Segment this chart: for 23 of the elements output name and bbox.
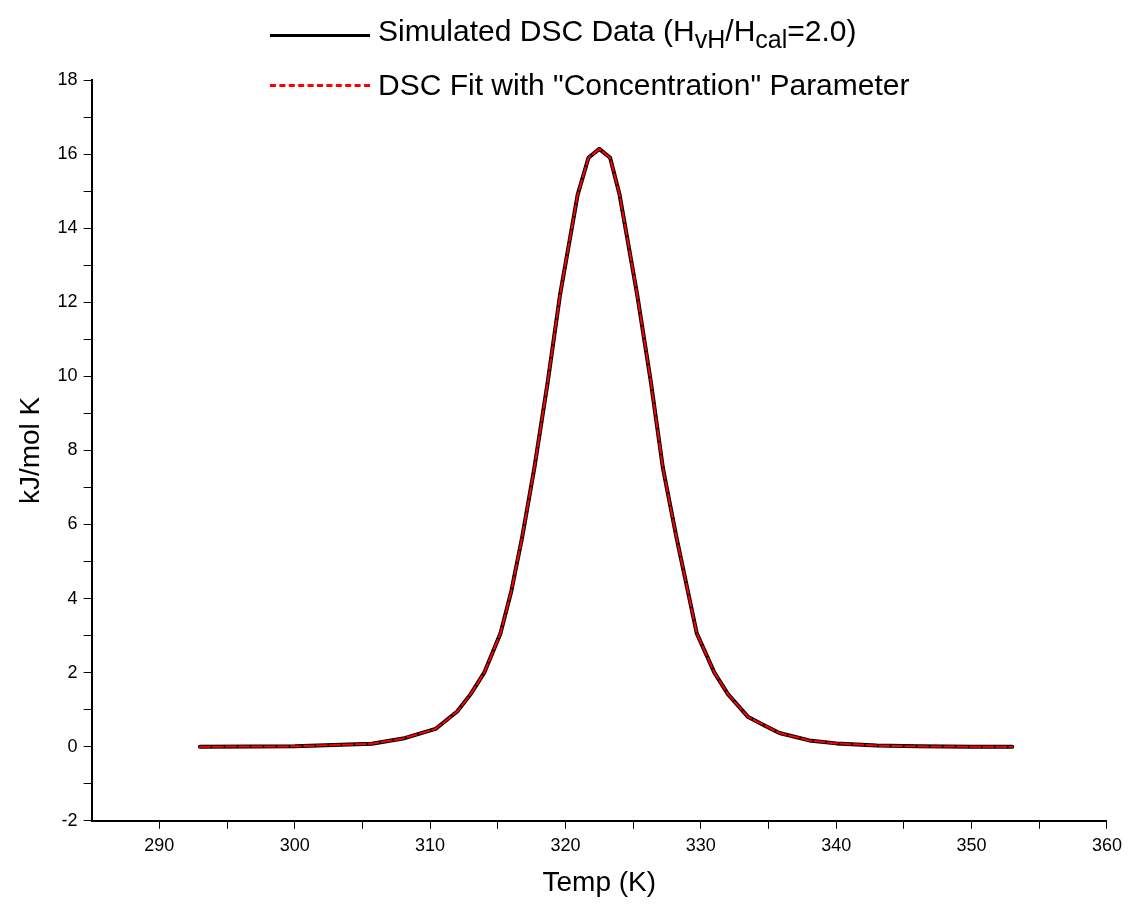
legend-label: Simulated DSC Data (H$_{vH}$/H$_{cal}$=2.0) bbox=[378, 13, 857, 55]
x-tick-label: 360 bbox=[1091, 834, 1123, 855]
x-tick-label: 340 bbox=[821, 834, 852, 855]
x-axis-title: Temp (K) bbox=[542, 865, 657, 897]
y-tick-label: 14 bbox=[57, 217, 78, 238]
x-tick-label: 350 bbox=[956, 834, 987, 855]
x-tick-label: 290 bbox=[144, 834, 175, 855]
x-tick-label: 310 bbox=[415, 834, 446, 855]
y-tick-label: -2 bbox=[61, 809, 78, 830]
y-tick-label: 2 bbox=[67, 661, 78, 682]
y-tick-label: 10 bbox=[57, 365, 78, 386]
y-tick-label: 8 bbox=[67, 439, 78, 460]
y-axis-title: kJ/mol K bbox=[13, 396, 45, 505]
legend-label: DSC Fit with "Concentration" Parameter bbox=[378, 67, 910, 103]
y-tick-label: 16 bbox=[57, 143, 78, 164]
y-tick-label: 6 bbox=[67, 513, 78, 534]
y-tick-label: 12 bbox=[57, 291, 78, 312]
y-tick-label: 4 bbox=[67, 587, 78, 608]
x-tick-label: 330 bbox=[685, 834, 716, 855]
x-tick-label: 320 bbox=[550, 834, 581, 855]
y-tick-label: 0 bbox=[67, 735, 78, 756]
y-tick-label: 18 bbox=[57, 68, 78, 89]
x-tick-label: 300 bbox=[279, 834, 310, 855]
